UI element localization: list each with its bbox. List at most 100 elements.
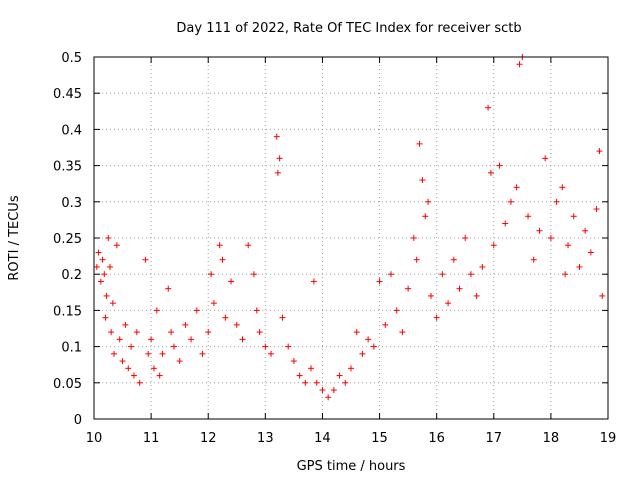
data-point — [110, 350, 117, 357]
x-tick-label: 17 — [486, 431, 503, 446]
data-point — [128, 343, 135, 350]
data-point — [496, 162, 503, 169]
data-point — [507, 198, 514, 205]
data-point — [596, 148, 603, 155]
data-point — [319, 387, 326, 394]
data-point — [479, 263, 486, 270]
data-point — [145, 350, 152, 357]
data-point — [103, 292, 110, 299]
data-point — [108, 329, 115, 336]
data-point — [559, 184, 566, 191]
data-point — [302, 379, 309, 386]
x-tick-label: 10 — [86, 431, 103, 446]
data-point — [222, 314, 229, 321]
data-point — [170, 343, 177, 350]
data-point — [416, 140, 423, 147]
data-point — [593, 206, 600, 213]
data-point — [105, 235, 112, 241]
data-point — [342, 379, 349, 386]
data-point — [542, 155, 549, 162]
data-point — [439, 271, 446, 278]
data-point — [233, 321, 240, 328]
data-point — [245, 242, 252, 249]
data-point — [530, 256, 537, 263]
x-tick-label: 15 — [371, 431, 388, 446]
data-point — [208, 271, 215, 278]
data-point — [516, 61, 523, 68]
data-point — [502, 220, 509, 227]
y-tick-label: 0.1 — [61, 341, 82, 356]
data-point — [199, 350, 206, 357]
data-point — [387, 271, 394, 278]
y-tick-label: 0.4 — [61, 123, 82, 138]
grid-lines — [94, 57, 608, 419]
y-tick-label: 0.2 — [61, 268, 82, 283]
data-point — [313, 379, 320, 386]
data-point — [419, 177, 426, 184]
data-point — [130, 372, 137, 379]
data-point — [182, 321, 189, 328]
data-point — [125, 365, 132, 372]
data-point — [262, 343, 269, 350]
data-point — [253, 307, 260, 314]
y-axis-label: ROTI / TECUs — [7, 195, 22, 280]
x-tick-label: 14 — [314, 431, 331, 446]
y-tick-label: 0.15 — [53, 304, 82, 319]
data-point — [425, 198, 432, 205]
data-point — [113, 242, 120, 249]
data-point — [433, 314, 440, 321]
data-point — [156, 372, 163, 379]
data-point — [427, 292, 434, 299]
data-point — [310, 278, 317, 285]
x-axis-label: GPS time / hours — [297, 459, 406, 474]
data-point — [205, 329, 212, 336]
data-point — [445, 300, 452, 307]
data-point — [570, 213, 577, 220]
data-point — [122, 321, 129, 328]
x-tick-label: 19 — [600, 431, 617, 446]
data-point — [365, 336, 372, 343]
x-tick-label: 13 — [257, 431, 274, 446]
data-point — [422, 213, 429, 220]
data-point — [133, 329, 140, 336]
data-point — [153, 307, 160, 314]
data-point — [487, 169, 494, 176]
data-point — [142, 256, 149, 263]
x-tick-label: 11 — [143, 431, 160, 446]
y-tick-label: 0 — [74, 413, 82, 428]
data-point — [393, 307, 400, 314]
data-point — [97, 278, 104, 285]
data-point — [456, 285, 463, 292]
y-tick-label: 0.5 — [61, 51, 82, 66]
data-point — [587, 249, 594, 256]
data-point — [382, 321, 389, 328]
data-point — [106, 263, 113, 270]
data-point — [119, 358, 126, 365]
data-point — [359, 350, 366, 357]
data-point — [462, 235, 469, 241]
data-point — [93, 263, 100, 270]
data-point — [599, 292, 606, 299]
y-tick-label: 0.25 — [53, 232, 82, 247]
data-point — [553, 198, 560, 205]
data-point — [353, 329, 360, 336]
data-point — [370, 343, 377, 350]
data-point — [399, 329, 406, 336]
data-point — [168, 329, 175, 336]
data-point — [405, 285, 412, 292]
data-point — [148, 336, 155, 343]
data-point — [102, 314, 109, 321]
axis-ticks: 10 11 12 13 14 15 16 17 18 19 0 0.05 0.1 0.15 0.2 0.25 0… — [53, 51, 616, 446]
data-point — [256, 329, 263, 336]
data-point — [547, 235, 554, 241]
data-point — [150, 365, 157, 372]
data-point — [348, 365, 354, 372]
y-tick-label: 0.3 — [61, 196, 82, 211]
y-tick-label: 0.35 — [53, 160, 82, 175]
data-point — [228, 278, 235, 285]
data-point — [279, 314, 286, 321]
data-point — [239, 336, 246, 343]
x-tick-label: 18 — [543, 431, 560, 446]
data-point — [99, 256, 106, 263]
